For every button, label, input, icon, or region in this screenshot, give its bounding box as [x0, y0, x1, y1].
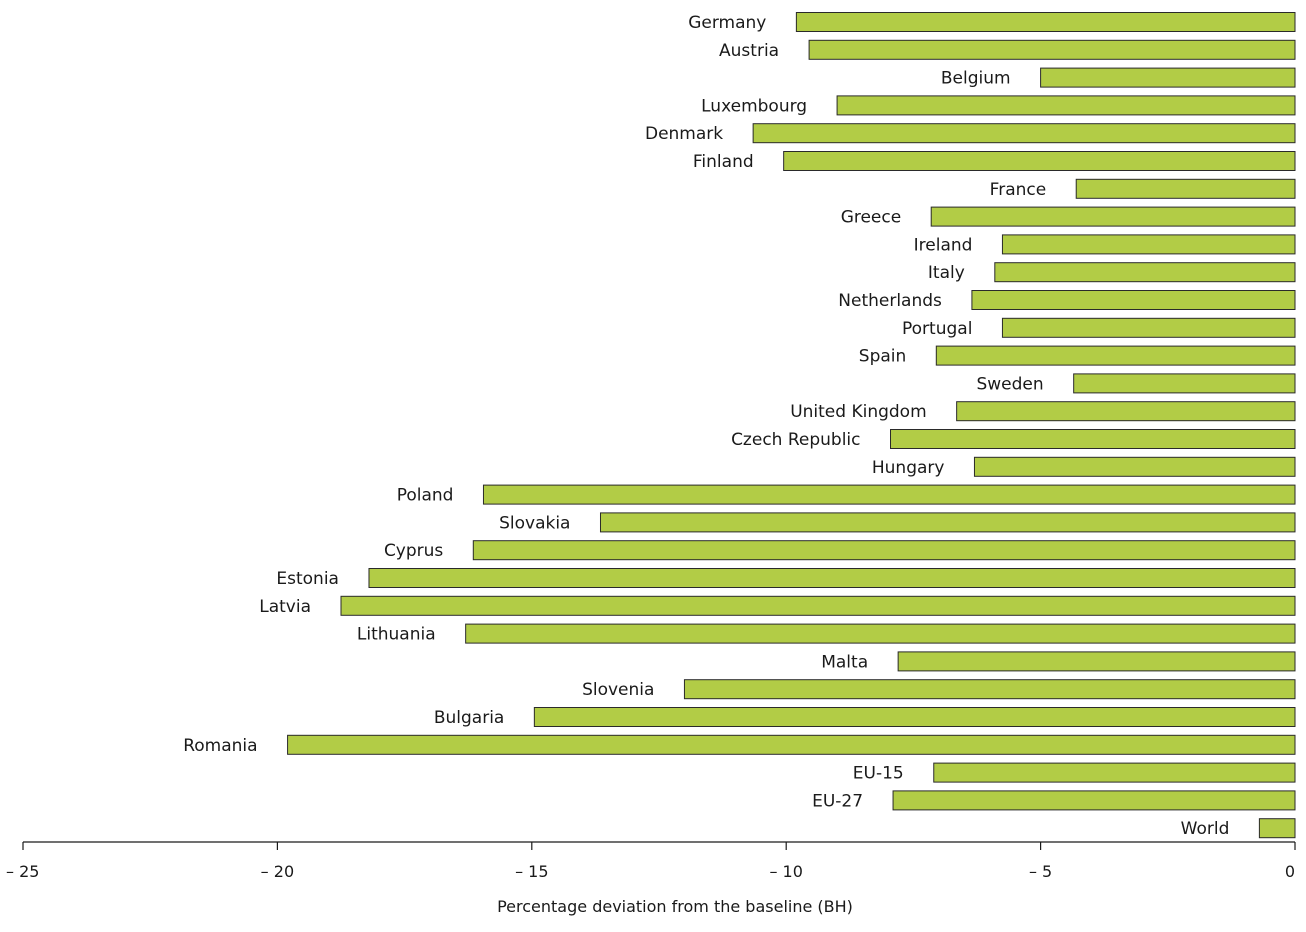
bar-luxembourg	[836, 95, 1296, 116]
category-label-germany: Germany	[688, 13, 766, 33]
x-tick-label: – 5	[1029, 862, 1052, 881]
x-axis-ticks-layer: – 25 – 20 – 15 – 10 – 5 0	[6, 842, 1296, 881]
bar-austria	[808, 39, 1296, 60]
category-label-romania: Romania	[183, 736, 257, 756]
x-tick-label: – 25	[6, 862, 39, 881]
category-label-luxembourg: Luxembourg	[701, 96, 807, 116]
bar-slovenia	[683, 679, 1296, 700]
bar-united-kingdom	[956, 401, 1296, 422]
bar-sweden	[1073, 373, 1296, 394]
category-label-finland: Finland	[693, 152, 754, 172]
category-label-denmark: Denmark	[645, 124, 723, 144]
bar-germany	[795, 12, 1296, 32]
category-label-portugal: Portugal	[902, 319, 972, 339]
category-label-latvia: Latvia	[259, 597, 311, 617]
x-tick-label: – 15	[515, 862, 548, 881]
category-label-eu-15: EU-15	[853, 764, 904, 784]
category-label-united-kingdom: United Kingdom	[790, 402, 926, 422]
category-label-ireland: Ireland	[914, 235, 973, 255]
category-label-italy: Italy	[928, 263, 965, 283]
category-label-belgium: Belgium	[941, 69, 1011, 89]
category-label-lithuania: Lithuania	[357, 625, 436, 645]
category-label-cyprus: Cyprus	[384, 541, 443, 561]
x-tick-label: 0	[1285, 862, 1295, 881]
bars-layer	[287, 12, 1296, 839]
bar-eu-27	[892, 790, 1296, 811]
bar-denmark	[752, 123, 1296, 144]
bar-slovakia	[599, 512, 1296, 533]
bar-eu-15	[933, 762, 1296, 783]
category-label-estonia: Estonia	[276, 569, 339, 589]
bar-hungary	[973, 456, 1296, 477]
bar-spain	[935, 345, 1296, 366]
bar-latvia	[340, 595, 1296, 616]
bar-belgium	[1040, 67, 1296, 88]
bar-lithuania	[465, 623, 1296, 644]
category-label-hungary: Hungary	[872, 458, 945, 478]
category-label-greece: Greece	[841, 208, 902, 228]
category-label-france: France	[990, 180, 1047, 200]
x-tick-label: – 20	[261, 862, 294, 881]
category-label-spain: Spain	[859, 347, 907, 367]
category-label-bulgaria: Bulgaria	[434, 708, 505, 728]
bar-malta	[897, 651, 1296, 672]
category-label-world: World	[1181, 819, 1230, 839]
bar-finland	[783, 151, 1296, 171]
x-axis-title: Percentage deviation from the baseline (…	[497, 897, 853, 916]
category-label-eu-27: EU-27	[812, 791, 863, 811]
category-label-netherlands: Netherlands	[838, 291, 942, 311]
bar-greece	[930, 206, 1296, 227]
bar-ireland	[1001, 234, 1296, 255]
bar-poland	[482, 484, 1296, 505]
category-label-sweden: Sweden	[976, 374, 1043, 394]
bar-netherlands	[971, 290, 1296, 310]
x-tick-label: – 10	[769, 862, 802, 881]
bar-italy	[994, 262, 1296, 283]
category-label-slovakia: Slovakia	[499, 513, 570, 533]
bar-portugal	[1001, 317, 1296, 338]
category-label-poland: Poland	[397, 486, 454, 506]
category-label-austria: Austria	[719, 41, 779, 61]
bar-romania	[287, 734, 1296, 755]
bar-czech-republic	[890, 429, 1296, 449]
category-labels-layer: Germany Austria Belgium Luxembourg Denmark Fi…	[183, 13, 1229, 839]
bar-world	[1258, 818, 1296, 839]
category-label-czech-republic: Czech Republic	[731, 430, 860, 450]
category-label-malta: Malta	[821, 652, 868, 672]
bar-france	[1075, 178, 1296, 199]
bar-cyprus	[472, 540, 1296, 561]
category-label-slovenia: Slovenia	[582, 680, 654, 700]
bar-estonia	[368, 568, 1296, 588]
bar-bulgaria	[533, 707, 1296, 727]
